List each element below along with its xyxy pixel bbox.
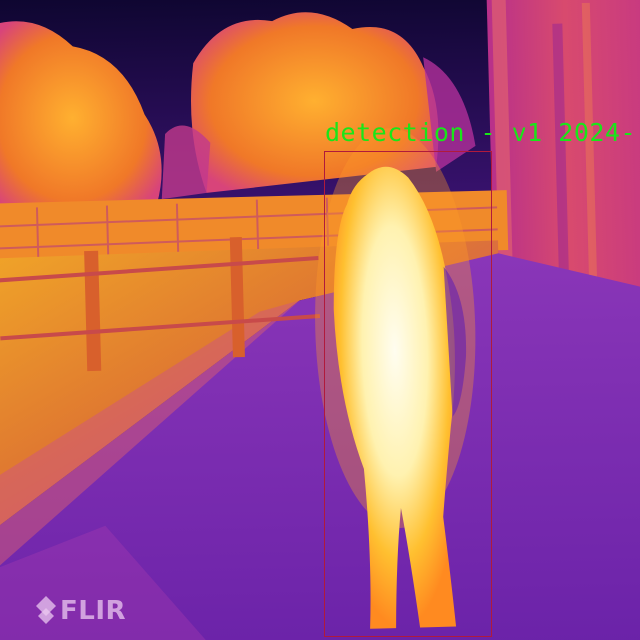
tree-left xyxy=(0,21,162,219)
building-wall xyxy=(486,0,640,326)
flir-watermark: FLIR xyxy=(36,596,126,626)
flir-diamond-icon xyxy=(36,596,56,624)
person-silhouette xyxy=(315,128,476,629)
detection-label: detection - v1 2024- xyxy=(325,118,637,147)
detection-bounding-box xyxy=(324,151,492,637)
tree-middle xyxy=(191,12,439,193)
flir-brand-text: FLIR xyxy=(60,596,127,626)
lawn xyxy=(0,240,499,529)
walkway xyxy=(0,253,640,640)
fence-posts xyxy=(0,237,321,372)
